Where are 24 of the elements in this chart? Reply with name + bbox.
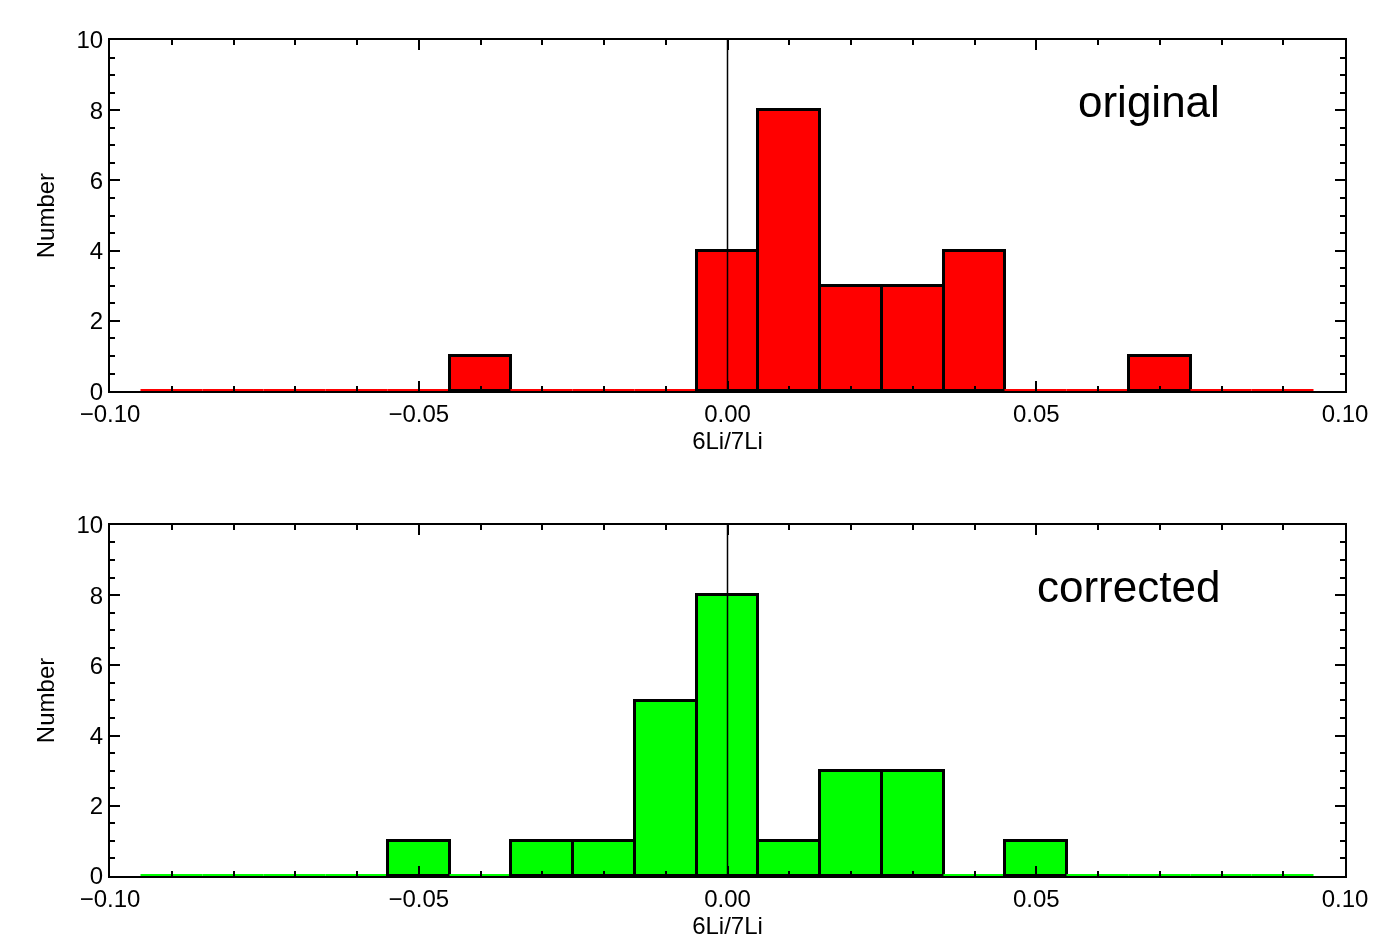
- x-tick-label: 0.00: [704, 399, 751, 427]
- y-axis-title: Number: [32, 172, 60, 259]
- y-tick-label: 8: [89, 581, 104, 609]
- x-tick-label: 0.05: [1012, 399, 1060, 427]
- y-tick-label: 4: [89, 237, 104, 265]
- y-tick-label: 6: [89, 166, 104, 194]
- y-tick-label: 4: [89, 721, 104, 749]
- y-tick-label: 10: [76, 511, 104, 539]
- x-tick-label: −0.05: [388, 399, 450, 427]
- annotation: original: [1078, 77, 1220, 126]
- x-tick-label: 0.05: [1012, 884, 1060, 912]
- x-tick-label: 0.10: [1321, 399, 1369, 427]
- x-tick-label: 0.10: [1321, 884, 1369, 912]
- x-tick-label: −0.05: [388, 884, 450, 912]
- y-tick-label: 2: [89, 792, 104, 820]
- y-tick-label: 2: [89, 307, 104, 335]
- annotation: corrected: [1037, 562, 1221, 611]
- y-tick-label: 6: [89, 651, 104, 679]
- x-tick-label: 0.00: [704, 884, 751, 912]
- y-axis-title: Number: [32, 657, 60, 744]
- x-axis-title: 6Li/7Li: [692, 911, 763, 939]
- y-tick-label: 10: [76, 26, 104, 54]
- y-tick-label: 8: [89, 96, 104, 124]
- x-axis-title: 6Li/7Li: [692, 426, 763, 454]
